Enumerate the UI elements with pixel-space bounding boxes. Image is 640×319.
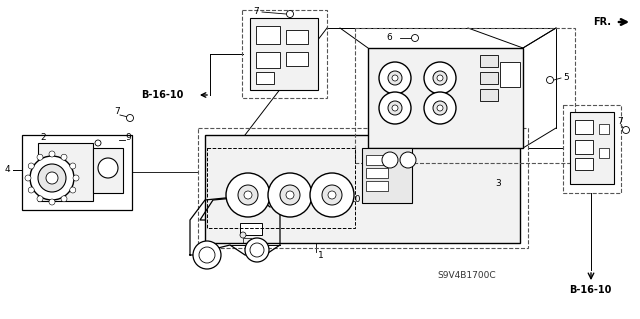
Bar bbox=[599, 124, 609, 134]
Text: FR.: FR. bbox=[593, 17, 611, 27]
Circle shape bbox=[244, 191, 252, 199]
Bar bbox=[570, 112, 614, 184]
Circle shape bbox=[28, 163, 34, 169]
Bar bbox=[368, 48, 523, 148]
Bar bbox=[500, 62, 520, 87]
Bar bbox=[205, 135, 520, 243]
Circle shape bbox=[433, 101, 447, 115]
Bar bbox=[22, 135, 132, 210]
Circle shape bbox=[30, 156, 74, 200]
Text: B-16-10: B-16-10 bbox=[141, 90, 183, 100]
Text: 6: 6 bbox=[387, 33, 392, 42]
Circle shape bbox=[226, 173, 270, 217]
Circle shape bbox=[61, 196, 67, 202]
Text: S9V4B1700C: S9V4B1700C bbox=[437, 271, 495, 279]
Circle shape bbox=[286, 191, 294, 199]
Text: B-16-10: B-16-10 bbox=[569, 285, 611, 295]
Circle shape bbox=[37, 196, 43, 202]
Bar bbox=[575, 140, 593, 154]
Circle shape bbox=[623, 127, 630, 133]
Circle shape bbox=[424, 62, 456, 94]
Bar bbox=[256, 72, 274, 84]
Circle shape bbox=[70, 163, 76, 169]
Circle shape bbox=[322, 185, 342, 205]
Circle shape bbox=[240, 232, 246, 238]
Circle shape bbox=[433, 71, 447, 85]
Bar bbox=[355, 28, 575, 163]
Circle shape bbox=[61, 154, 67, 160]
Bar bbox=[480, 55, 498, 67]
Circle shape bbox=[287, 11, 294, 18]
Circle shape bbox=[400, 152, 416, 168]
Circle shape bbox=[437, 75, 443, 81]
Bar bbox=[599, 148, 609, 158]
Circle shape bbox=[37, 154, 43, 160]
Circle shape bbox=[392, 75, 398, 81]
Bar bbox=[240, 223, 262, 235]
Bar bbox=[362, 148, 412, 203]
Circle shape bbox=[73, 175, 79, 181]
Text: 5: 5 bbox=[563, 72, 569, 81]
Circle shape bbox=[412, 34, 419, 41]
Bar bbox=[366, 168, 388, 178]
Circle shape bbox=[382, 152, 398, 168]
Bar bbox=[250, 18, 318, 90]
Bar bbox=[38, 143, 93, 201]
Text: 7: 7 bbox=[617, 117, 623, 127]
Text: 7: 7 bbox=[253, 8, 259, 17]
Circle shape bbox=[280, 185, 300, 205]
Circle shape bbox=[310, 173, 354, 217]
Circle shape bbox=[547, 77, 554, 84]
Text: 10: 10 bbox=[350, 196, 362, 204]
Bar bbox=[207, 148, 355, 228]
Circle shape bbox=[238, 185, 258, 205]
Circle shape bbox=[388, 101, 402, 115]
Bar bbox=[480, 89, 498, 101]
Bar bbox=[286, 52, 308, 66]
Circle shape bbox=[392, 105, 398, 111]
Circle shape bbox=[98, 158, 118, 178]
Circle shape bbox=[70, 187, 76, 193]
Circle shape bbox=[424, 92, 456, 124]
Circle shape bbox=[38, 164, 66, 192]
Circle shape bbox=[28, 187, 34, 193]
Bar bbox=[242, 10, 327, 98]
Circle shape bbox=[268, 173, 312, 217]
Bar bbox=[256, 26, 280, 44]
Bar bbox=[286, 30, 308, 44]
Text: 7: 7 bbox=[114, 108, 120, 116]
Circle shape bbox=[388, 71, 402, 85]
Circle shape bbox=[245, 238, 269, 262]
Circle shape bbox=[328, 191, 336, 199]
Bar bbox=[480, 72, 498, 84]
Bar bbox=[366, 155, 388, 165]
Bar bbox=[198, 128, 528, 248]
Text: 1: 1 bbox=[318, 250, 324, 259]
Circle shape bbox=[95, 140, 101, 146]
Bar bbox=[575, 120, 593, 134]
Circle shape bbox=[127, 115, 134, 122]
Circle shape bbox=[49, 199, 55, 205]
Bar bbox=[575, 158, 593, 170]
Circle shape bbox=[49, 151, 55, 157]
Text: 2: 2 bbox=[40, 133, 45, 143]
Text: 9: 9 bbox=[125, 133, 131, 143]
Circle shape bbox=[46, 172, 58, 184]
Bar bbox=[256, 52, 280, 68]
Circle shape bbox=[193, 241, 221, 269]
Circle shape bbox=[25, 175, 31, 181]
Circle shape bbox=[437, 105, 443, 111]
Text: 3: 3 bbox=[495, 179, 500, 188]
Bar bbox=[93, 148, 123, 193]
Bar bbox=[366, 181, 388, 191]
Circle shape bbox=[379, 62, 411, 94]
Bar bbox=[243, 238, 251, 243]
Bar bbox=[563, 105, 621, 193]
Circle shape bbox=[379, 92, 411, 124]
Text: 4: 4 bbox=[5, 166, 11, 174]
